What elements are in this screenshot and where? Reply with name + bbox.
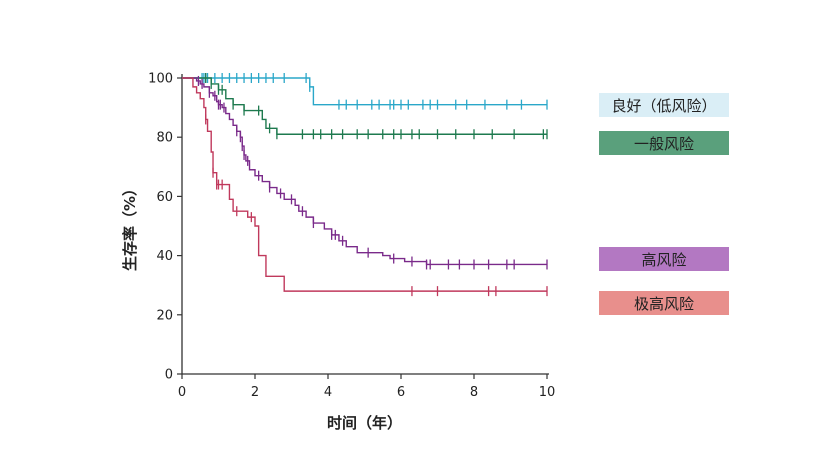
legend-label: 一般风险 <box>633 134 694 153</box>
legend-item-high-risk: 高风险 <box>599 247 729 271</box>
legend-item-low-risk: 良好（低风险） <box>599 93 729 117</box>
x-axis-title: 时间（年） <box>327 414 402 432</box>
y-axis-title: 生存率（%） <box>121 181 139 271</box>
survival-curve-series-2 <box>182 77 547 266</box>
x-tick-label: 6 <box>397 385 405 400</box>
survival-curve-series-3 <box>182 77 547 292</box>
x-tick-label: 8 <box>470 385 478 400</box>
x-tick-label: 10 <box>539 385 556 400</box>
y-tick-label: 40 <box>156 249 173 264</box>
legend-label: 极高风险 <box>633 294 694 313</box>
y-tick-label: 0 <box>165 368 173 383</box>
y-tick-label: 60 <box>156 190 173 205</box>
y-tick-label: 100 <box>148 72 173 87</box>
survival-curve-series-0 <box>182 77 547 106</box>
y-tick-label: 20 <box>156 308 173 323</box>
legend-label: 高风险 <box>641 250 687 269</box>
legend-item-very-high-risk: 极高风险 <box>599 291 729 315</box>
x-tick-label: 2 <box>251 385 259 400</box>
survival-curve-series-1 <box>182 77 547 135</box>
legend-label: 良好（低风险） <box>611 96 717 115</box>
legend-item-average-risk: 一般风险 <box>599 131 729 155</box>
x-tick-label: 0 <box>178 385 186 400</box>
x-tick-label: 4 <box>324 385 332 400</box>
y-tick-label: 80 <box>156 131 173 146</box>
